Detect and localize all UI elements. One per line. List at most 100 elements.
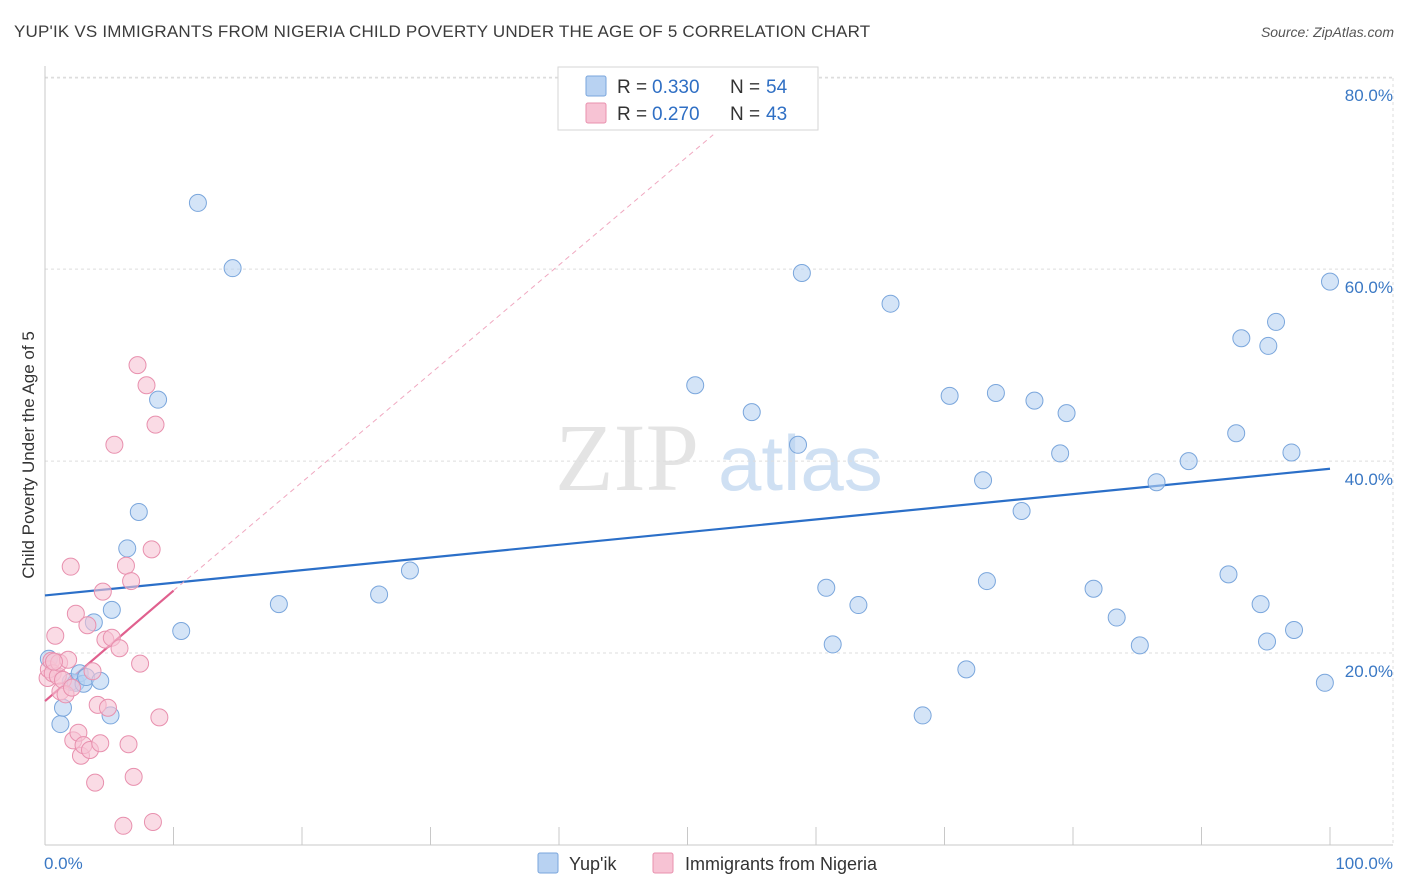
nigeria-point bbox=[137, 376, 156, 395]
nigeria-point bbox=[66, 604, 85, 623]
nigeria-point bbox=[93, 582, 112, 601]
nigeria-point bbox=[83, 662, 102, 681]
yupik-point bbox=[118, 539, 137, 558]
top-legend: R = 0.330 N = 54 R = 0.270 N = 43 bbox=[557, 66, 819, 131]
source-credit: Source: ZipAtlas.com bbox=[1260, 24, 1394, 40]
top-legend-n-value-1: 54 bbox=[766, 77, 788, 98]
yupik-point bbox=[1012, 502, 1031, 521]
top-legend-n-label-2: N = bbox=[730, 104, 760, 125]
yupik-point bbox=[913, 706, 932, 725]
yupik-point bbox=[1251, 595, 1270, 614]
watermark-zip: ZIP bbox=[555, 404, 699, 511]
nigeria-point bbox=[128, 356, 147, 375]
top-legend-r-label-2: R = bbox=[617, 104, 647, 125]
yupik-point bbox=[1321, 272, 1339, 291]
bottom-legend-swatch-nigeria bbox=[652, 852, 674, 874]
bottom-legend-label-nigeria: Immigrants from Nigeria bbox=[685, 854, 878, 874]
top-legend-r-label-1: R = bbox=[617, 77, 647, 98]
yupik-point bbox=[102, 600, 121, 619]
nigeria-point bbox=[114, 816, 133, 835]
yupik-point bbox=[1179, 452, 1198, 471]
nigeria-point bbox=[98, 698, 117, 717]
nigeria-point bbox=[142, 540, 161, 559]
yupik-point bbox=[1057, 404, 1076, 423]
bottom-legend-swatch-yupik bbox=[537, 852, 559, 874]
nigeria-point bbox=[150, 708, 169, 727]
trend-line-yupik bbox=[44, 467, 1331, 597]
yupik-point bbox=[1315, 673, 1334, 692]
yupik-point bbox=[400, 561, 419, 580]
yupik-point bbox=[1084, 579, 1103, 598]
yupik-point bbox=[957, 660, 976, 679]
bottom-legend: Yup'ik Immigrants from Nigeria bbox=[537, 852, 878, 874]
nigeria-point bbox=[62, 678, 81, 697]
nigeria-point bbox=[44, 652, 63, 671]
x-tick-label-min: 0.0% bbox=[44, 854, 83, 873]
nigeria-point bbox=[131, 654, 150, 673]
nigeria-point bbox=[91, 734, 110, 753]
yupik-point bbox=[792, 263, 811, 282]
yupik-point bbox=[686, 376, 705, 395]
yupik-point bbox=[986, 383, 1005, 402]
yupik-point bbox=[188, 193, 207, 212]
yupik-point bbox=[940, 386, 959, 405]
x-tick-label-max: 100.0% bbox=[1335, 854, 1393, 873]
nigeria-point bbox=[146, 415, 165, 434]
yupik-point bbox=[974, 471, 993, 490]
yupik-point bbox=[977, 572, 996, 591]
yupik-point bbox=[1232, 329, 1251, 348]
yupik-point bbox=[1282, 443, 1301, 462]
yupik-point bbox=[1107, 608, 1126, 627]
top-legend-n-label-1: N = bbox=[730, 77, 760, 98]
yupik-point bbox=[1130, 636, 1149, 655]
yupik-point bbox=[223, 259, 242, 278]
yupik-point bbox=[789, 435, 808, 454]
nigeria-point bbox=[143, 812, 162, 831]
nigeria-point bbox=[119, 735, 138, 754]
y-tick-label-40: 40.0% bbox=[1345, 470, 1393, 489]
nigeria-point bbox=[105, 435, 124, 454]
yupik-point bbox=[149, 390, 168, 409]
yupik-point bbox=[1147, 473, 1166, 492]
yupik-point bbox=[51, 715, 70, 734]
yupik-point bbox=[269, 595, 288, 614]
nigeria-point bbox=[122, 572, 141, 591]
trend-line-nigeria-extension bbox=[173, 134, 714, 592]
top-legend-swatch-pink bbox=[585, 102, 607, 124]
top-legend-n-value-2: 43 bbox=[766, 104, 787, 125]
bottom-legend-label-yupik: Yup'ik bbox=[569, 854, 617, 874]
top-legend-r-value-1: 0.330 bbox=[652, 77, 700, 98]
yupik-point bbox=[1285, 621, 1304, 640]
yupik-point bbox=[1258, 632, 1277, 651]
y-tick-label-60: 60.0% bbox=[1345, 278, 1393, 297]
yupik-point bbox=[1227, 424, 1246, 443]
watermark-atlas: atlas bbox=[718, 419, 883, 507]
yupik-point bbox=[1267, 312, 1286, 331]
yupik-point bbox=[129, 502, 148, 521]
yupik-point bbox=[817, 578, 836, 597]
yupik-point bbox=[1051, 444, 1070, 463]
nigeria-point bbox=[46, 626, 65, 645]
top-legend-r-value-2: 0.270 bbox=[652, 104, 700, 125]
nigeria-point bbox=[116, 556, 135, 575]
top-legend-swatch-blue bbox=[585, 75, 607, 97]
y-tick-label-80: 80.0% bbox=[1345, 86, 1393, 105]
yupik-point bbox=[823, 635, 842, 654]
nigeria-point bbox=[78, 616, 97, 635]
nigeria-point bbox=[61, 557, 80, 576]
yupik-point bbox=[742, 403, 761, 422]
nigeria-point bbox=[86, 773, 105, 792]
yupik-point bbox=[849, 596, 868, 615]
y-tick-label-20: 20.0% bbox=[1345, 662, 1393, 681]
yupik-point bbox=[1025, 391, 1044, 410]
chart-title: YUP'IK VS IMMIGRANTS FROM NIGERIA CHILD … bbox=[14, 22, 871, 41]
yupik-point bbox=[370, 585, 389, 604]
yupik-point bbox=[1219, 565, 1238, 584]
yupik-point bbox=[172, 621, 191, 640]
y-axis-label: Child Poverty Under the Age of 5 bbox=[19, 331, 38, 579]
yupik-point bbox=[881, 294, 900, 313]
yupik-point bbox=[1259, 336, 1278, 355]
nigeria-point bbox=[110, 639, 129, 658]
nigeria-point bbox=[124, 767, 143, 786]
